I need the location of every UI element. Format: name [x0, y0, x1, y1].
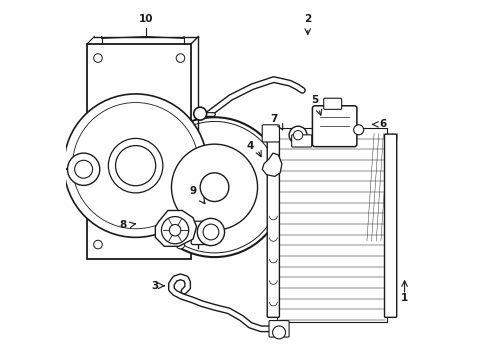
Circle shape	[354, 125, 364, 135]
Circle shape	[94, 54, 102, 62]
Circle shape	[74, 160, 93, 178]
Text: 1: 1	[401, 293, 408, 303]
Text: 6: 6	[379, 120, 387, 129]
Circle shape	[289, 126, 307, 144]
FancyBboxPatch shape	[267, 134, 279, 318]
Text: 3: 3	[152, 281, 159, 291]
Text: 7: 7	[270, 114, 277, 125]
Circle shape	[203, 224, 219, 240]
Circle shape	[94, 240, 102, 249]
Text: 9: 9	[190, 186, 196, 196]
Text: 2: 2	[304, 14, 311, 24]
Circle shape	[161, 217, 189, 244]
FancyBboxPatch shape	[313, 106, 357, 147]
Circle shape	[176, 54, 185, 62]
FancyBboxPatch shape	[269, 320, 289, 337]
Text: 4: 4	[246, 141, 254, 151]
Circle shape	[272, 326, 286, 339]
FancyBboxPatch shape	[87, 44, 191, 259]
Circle shape	[194, 107, 207, 120]
Polygon shape	[155, 211, 196, 246]
Circle shape	[145, 117, 285, 257]
FancyBboxPatch shape	[385, 134, 397, 318]
Polygon shape	[262, 153, 282, 176]
Circle shape	[149, 121, 280, 253]
FancyBboxPatch shape	[324, 98, 342, 109]
Circle shape	[176, 240, 185, 249]
Circle shape	[116, 145, 156, 186]
Circle shape	[200, 173, 229, 202]
FancyBboxPatch shape	[277, 128, 387, 321]
Text: 10: 10	[139, 14, 154, 24]
Circle shape	[73, 103, 199, 229]
Circle shape	[172, 144, 258, 230]
Circle shape	[294, 131, 303, 140]
FancyBboxPatch shape	[292, 135, 312, 147]
FancyBboxPatch shape	[262, 125, 279, 142]
Circle shape	[64, 94, 207, 237]
Circle shape	[197, 219, 224, 246]
FancyBboxPatch shape	[191, 221, 215, 244]
Circle shape	[68, 153, 100, 185]
Circle shape	[108, 138, 163, 193]
Text: 8: 8	[120, 220, 127, 230]
Text: 5: 5	[311, 95, 318, 105]
Circle shape	[170, 225, 181, 236]
